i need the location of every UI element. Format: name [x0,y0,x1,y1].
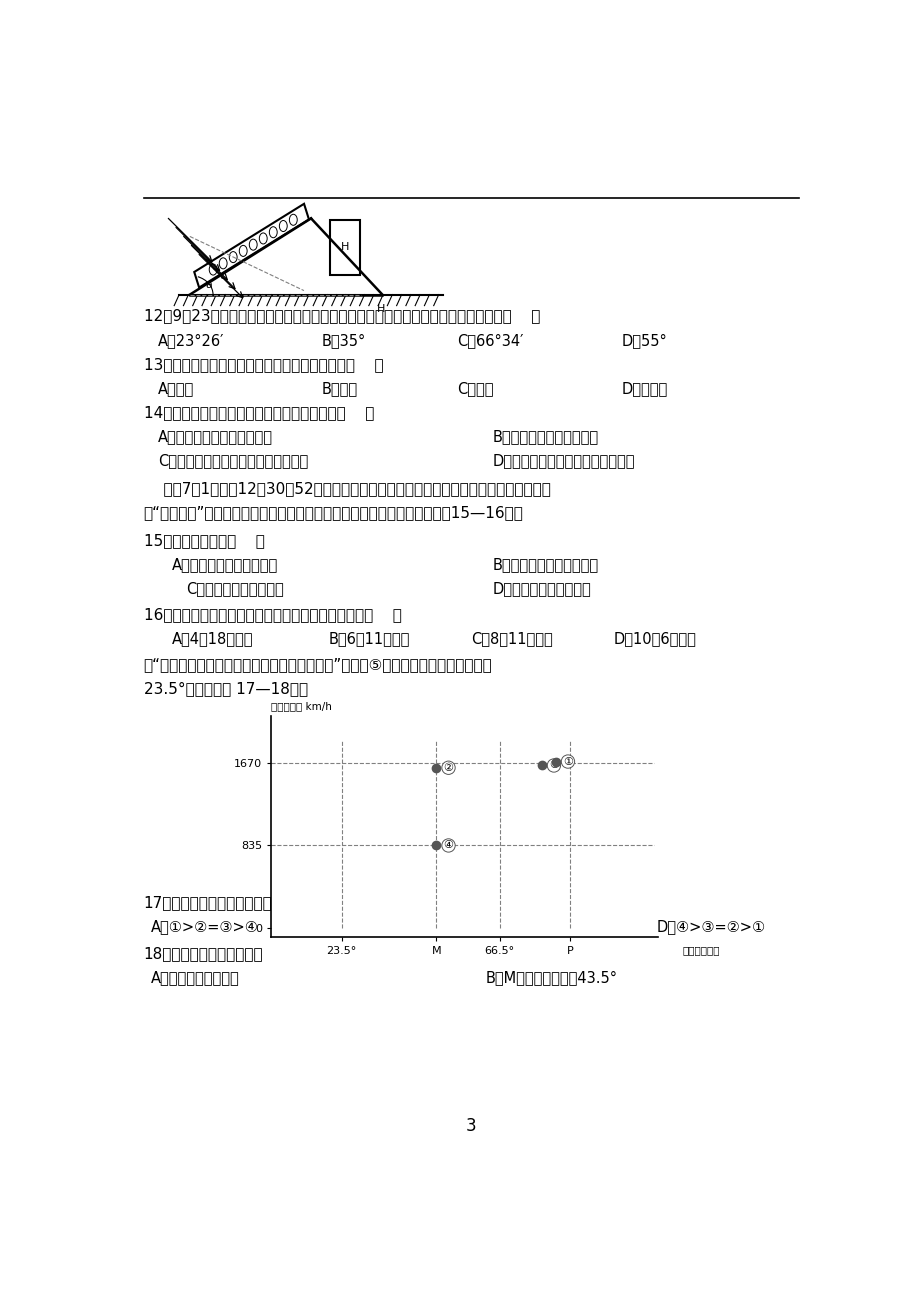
Text: C．北极点出现极夜期间: C．北极点出现极夜期间 [186,581,284,596]
Text: A．4月18日前后: A．4月18日前后 [172,631,254,647]
Text: D．南极点出现极昼期间: D．南极点出现极昼期间 [493,581,591,596]
Text: B．M点的数值可能为43.5°: B．M点的数值可能为43.5° [485,970,617,986]
Text: B．6月11日前后: B．6月11日前后 [329,631,410,647]
Text: C．拉萨: C．拉萨 [457,380,494,396]
Text: 12、9月23日，为使热水器有最好的效果，调节支架使热水器吸热面与地面的夹角为（    ）: 12、9月23日，为使热水器有最好的效果，调节支架使热水器吸热面与地面的夹角为（… [143,309,539,324]
Text: ②: ② [443,763,453,773]
Text: 18、关于图中说法正确的是: 18、关于图中说法正确的是 [143,947,263,961]
Text: C．66°34′: C．66°34′ [457,333,523,348]
Text: A．23°26′: A．23°26′ [158,333,224,348]
Text: 17、若不考虑地形，四地的纬度大小关系是: 17、若不考虑地形，四地的纬度大小关系是 [143,894,326,910]
Text: B．35°: B．35° [322,333,366,348]
Text: C．③>④=②>①: C．③>④=②>① [500,919,607,934]
Text: 15、此景象发生时（    ）: 15、此景象发生时（ ） [143,534,264,548]
Text: A．地球公转到远日点附近: A．地球公转到远日点附近 [172,557,278,573]
Text: B．地球公转到近日点附近: B．地球公转到近日点附近 [493,557,598,573]
Text: 自转线速度 km/h: 自转线速度 km/h [271,702,332,711]
Text: C．8月11日前后: C．8月11日前后 [471,631,552,647]
Text: A．该日可能为冬至日: A．该日可能为冬至日 [151,970,239,986]
Text: D．55°: D．55° [620,333,666,348]
Text: A．海口: A．海口 [158,380,194,396]
Text: 23.5°，完成下列 17—18题。: 23.5°，完成下列 17—18题。 [143,681,307,697]
Text: B．松花江正値第一次汛期: B．松花江正値第一次汛期 [493,428,598,444]
Text: B．②>③=④>①: B．②>③=④>① [322,919,429,934]
Text: D．澳大利亚农田中的小麦开始返青: D．澳大利亚农田中的小麦开始返青 [493,453,635,467]
Text: H: H [376,303,385,314]
Text: 16、此景象在一年内会出现两次，另一次可能发生在（    ）: 16、此景象在一年内会出现两次，另一次可能发生在（ ） [143,607,401,622]
Text: 现“立竿无影”的天文奇观，引得现场观看的数百名广州市民喘喘称奇。回夁15—16题。: 现“立竿无影”的天文奇观，引得现场观看的数百名广州市民喘喘称奇。回夁15—16题… [143,505,523,519]
Text: 3: 3 [466,1117,476,1135]
Text: A．①>②=③>④: A．①>②=③>④ [151,919,258,934]
Text: D．10月6日前后: D．10月6日前后 [614,631,697,647]
Text: 正午太阳高度: 正午太阳高度 [682,945,719,956]
Text: B．重庆: B．重庆 [322,380,357,396]
Text: 读“四地某日正午太阳高度和自转线速度示意图”，其中⑤地位于北华球，黄赤交角取: 读“四地某日正午太阳高度和自转线速度示意图”，其中⑤地位于北华球，黄赤交角取 [143,658,492,673]
Text: A．南太平洋漂浮的冰山较多: A．南太平洋漂浮的冰山较多 [158,428,273,444]
Text: ③: ③ [549,760,559,771]
Text: H: H [341,242,349,253]
Text: 某年7月1日中午12时30分52秒，广州市花地大道时间园里的九条铁柱瞬间失去黑影，出: 某年7月1日中午12时30分52秒，广州市花地大道时间园里的九条铁柱瞬间失去黑影… [143,480,550,496]
Text: D．吐鲁番: D．吐鲁番 [620,380,667,396]
Text: C．黄土高原流水的侵蚀作用最为强烈: C．黄土高原流水的侵蚀作用最为强烈 [158,453,308,467]
Text: 14、当热水器的吸热面与地面夹角到最大值时（    ）: 14、当热水器的吸热面与地面夹角到最大值时（ ） [143,405,373,419]
Text: ④: ④ [443,841,453,850]
Text: 13、下列地区中，使太阳能热水器效果最好的是（    ）: 13、下列地区中，使太阳能热水器效果最好的是（ ） [143,357,382,372]
Text: D．④>③=②>①: D．④>③=②>① [656,919,766,934]
Bar [330,220,360,275]
Text: ①: ① [562,756,573,767]
Text: a: a [205,280,212,289]
